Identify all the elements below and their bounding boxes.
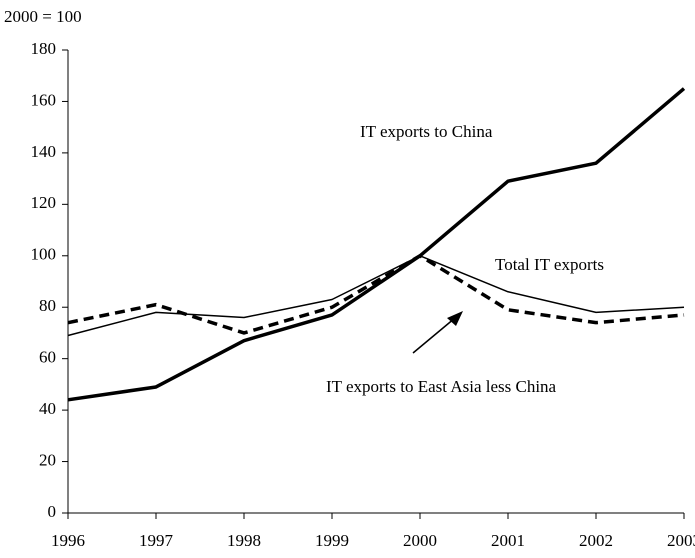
x-tick-label: 1998 — [227, 531, 261, 550]
y-tick-label: 80 — [39, 296, 56, 315]
y-tick-label: 140 — [31, 142, 57, 161]
y-tick-label: 120 — [31, 193, 57, 212]
y-tick-label: 40 — [39, 399, 56, 418]
y-tick-label: 160 — [31, 90, 57, 109]
y-tick-label: 0 — [48, 502, 57, 521]
series-label: Total IT exports — [495, 255, 604, 274]
x-tick-label: 1996 — [51, 531, 85, 550]
annotation-arrowhead — [447, 311, 463, 326]
x-tick-label: 2000 — [403, 531, 437, 550]
y-tick-label: 180 — [31, 39, 57, 58]
x-tick-label: 2002 — [579, 531, 613, 550]
y-tick-label: 100 — [31, 245, 57, 264]
series-line — [67, 255, 685, 337]
x-tick-label: 2003 — [667, 531, 695, 550]
series-label: IT exports to China — [360, 122, 493, 141]
series-line — [67, 87, 686, 402]
x-tick-label: 2001 — [491, 531, 525, 550]
x-tick-label: 1999 — [315, 531, 349, 550]
y-tick-label: 20 — [39, 450, 56, 469]
series-label: IT exports to East Asia less China — [326, 377, 557, 396]
series-line — [67, 254, 685, 335]
annotation-arrow — [412, 317, 456, 354]
x-tick-label: 1997 — [139, 531, 174, 550]
y-tick-label: 60 — [39, 348, 56, 367]
y-axis-label: 2000 = 100 — [4, 7, 82, 26]
